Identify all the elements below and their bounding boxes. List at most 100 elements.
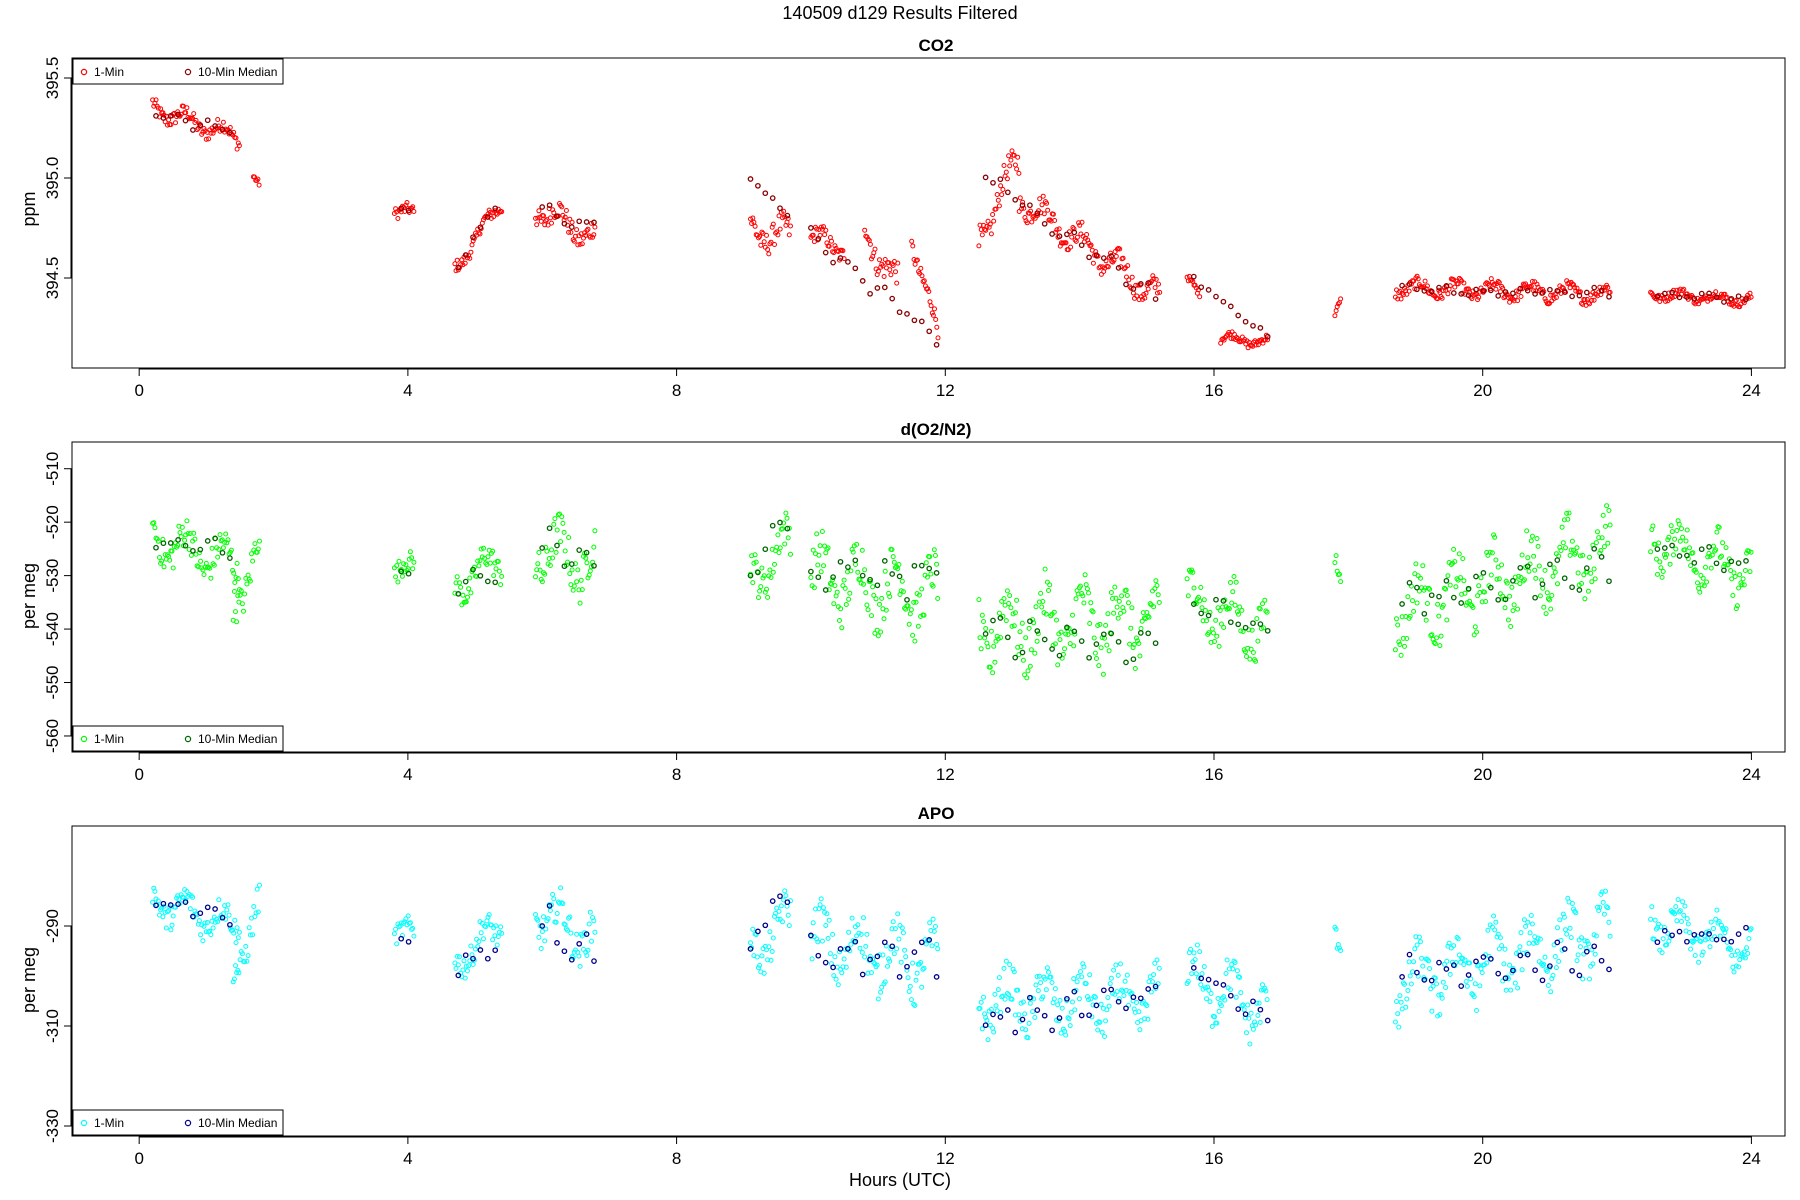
apo-point-1min — [907, 983, 913, 989]
co2-point-median — [1669, 289, 1675, 296]
o2n2-point-median — [1027, 618, 1033, 625]
co2-point-1min — [1440, 288, 1446, 294]
co2-point-1min — [1235, 336, 1241, 341]
co2-point-1min — [1050, 211, 1056, 217]
apo-point-1min — [1575, 952, 1581, 958]
y-tick-label-o2n2: -540 — [43, 612, 62, 646]
co2-point-median — [1012, 196, 1019, 203]
o2n2-point-1min — [233, 609, 238, 615]
o2n2-point-1min — [1537, 593, 1543, 599]
o2n2-point-1min — [1249, 627, 1255, 633]
o2n2-point-median — [561, 563, 568, 570]
co2-point-1min — [1231, 331, 1237, 337]
co2-point-1min — [765, 247, 771, 252]
o2n2-point-1min — [875, 633, 881, 639]
y-tick-label-apo: -330 — [43, 1109, 62, 1143]
co2-point-median — [1064, 231, 1070, 238]
apo-point-1min — [576, 953, 582, 959]
o2n2-point-1min — [491, 573, 497, 579]
apo-point-1min — [203, 929, 209, 935]
o2n2-point-median — [583, 549, 590, 556]
o2n2-point-1min — [1564, 510, 1570, 516]
apo-point-1min — [1503, 987, 1509, 993]
co2-point-1min — [1253, 342, 1259, 348]
co2-point-1min — [1105, 264, 1111, 270]
o2n2-point-1min — [906, 621, 912, 627]
apo-point-1min — [586, 921, 592, 927]
co2-point-1min — [166, 117, 172, 123]
apo-point-1min — [1604, 904, 1610, 910]
o2n2-point-1min — [1217, 608, 1223, 613]
o2n2-point-1min — [1337, 571, 1342, 577]
apo-point-1min — [1222, 997, 1228, 1003]
o2n2-point-median — [926, 565, 933, 572]
o2n2-point-1min — [1444, 617, 1450, 623]
o2n2-point-1min — [1470, 605, 1476, 610]
o2n2-point-median — [1669, 542, 1675, 549]
o2n2-point-1min — [231, 589, 237, 594]
x-tick-label-apo: 4 — [403, 1149, 412, 1168]
o2n2-point-1min — [1065, 632, 1071, 638]
co2-point-1min — [781, 208, 787, 214]
apo-point-1min — [1571, 906, 1576, 912]
apo-point-1min — [1692, 953, 1698, 958]
o2n2-point-1min — [1740, 576, 1746, 582]
apo-point-1min — [1455, 936, 1461, 942]
co2-point-1min — [1497, 289, 1503, 295]
o2n2-point-median — [1458, 600, 1465, 606]
o2n2-point-1min — [1043, 611, 1049, 617]
apo-point-1min — [1116, 996, 1122, 1002]
apo-point-1min — [1507, 962, 1513, 968]
o2n2-point-1min — [244, 581, 250, 587]
o2n2-point-1min — [1035, 631, 1041, 637]
apo-point-1min — [839, 970, 845, 976]
apo-point-1min — [1427, 966, 1433, 972]
apo-point-1min — [1677, 908, 1683, 914]
apo-point-1min — [1742, 955, 1748, 961]
co2-point-1min — [220, 119, 226, 125]
o2n2-point-1min — [1701, 583, 1707, 589]
apo-point-1min — [1121, 993, 1127, 999]
apo-point-1min — [1230, 966, 1236, 972]
o2n2-point-1min — [477, 558, 483, 564]
apo-point-median — [1743, 924, 1749, 931]
co2-point-1min — [173, 120, 178, 126]
o2n2-point-median — [462, 578, 469, 585]
co2-point-1min — [1542, 296, 1548, 302]
apo-point-1min — [861, 915, 866, 921]
apo-point-1min — [1659, 950, 1665, 956]
o2n2-point-1min — [1097, 621, 1103, 627]
apo-point-1min — [1263, 988, 1269, 994]
apo-point-median — [1049, 1027, 1055, 1034]
o2n2-point-1min — [758, 584, 764, 590]
x-tick-label-co2: 4 — [403, 381, 412, 400]
co2-point-1min — [930, 312, 936, 318]
o2n2-point-1min — [1491, 532, 1497, 538]
co2-point-median — [1591, 284, 1598, 291]
apo-point-1min — [879, 984, 885, 990]
apo-point-median — [1591, 943, 1598, 950]
apo-point-1min — [1250, 1026, 1256, 1032]
co2-point-1min — [933, 317, 939, 322]
co2-point-1min — [559, 204, 565, 210]
o2n2-point-1min — [1591, 566, 1597, 572]
apo-point-1min — [1725, 946, 1731, 952]
o2n2-point-1min — [1118, 610, 1123, 616]
o2n2-point-median — [477, 572, 484, 579]
y-axis-label-apo: per meg — [19, 947, 39, 1013]
apo-point-median — [1250, 998, 1256, 1005]
o2n2-point-1min — [764, 586, 769, 592]
co2-point-1min — [1126, 277, 1132, 283]
o2n2-point-median — [1450, 594, 1457, 601]
apo-point-median — [1056, 1015, 1063, 1021]
apo-point-1min — [1065, 1015, 1071, 1021]
apo-point-1min — [394, 941, 400, 947]
o2n2-point-1min — [1703, 564, 1708, 570]
co2-point-1min — [988, 231, 994, 237]
o2n2-point-1min — [1114, 604, 1120, 610]
co2-point-1min — [1445, 291, 1451, 297]
apo-point-1min — [896, 936, 902, 942]
co2-point-median — [1108, 253, 1115, 259]
apo-point-1min — [1700, 949, 1706, 955]
co2-point-1min — [1529, 279, 1535, 284]
